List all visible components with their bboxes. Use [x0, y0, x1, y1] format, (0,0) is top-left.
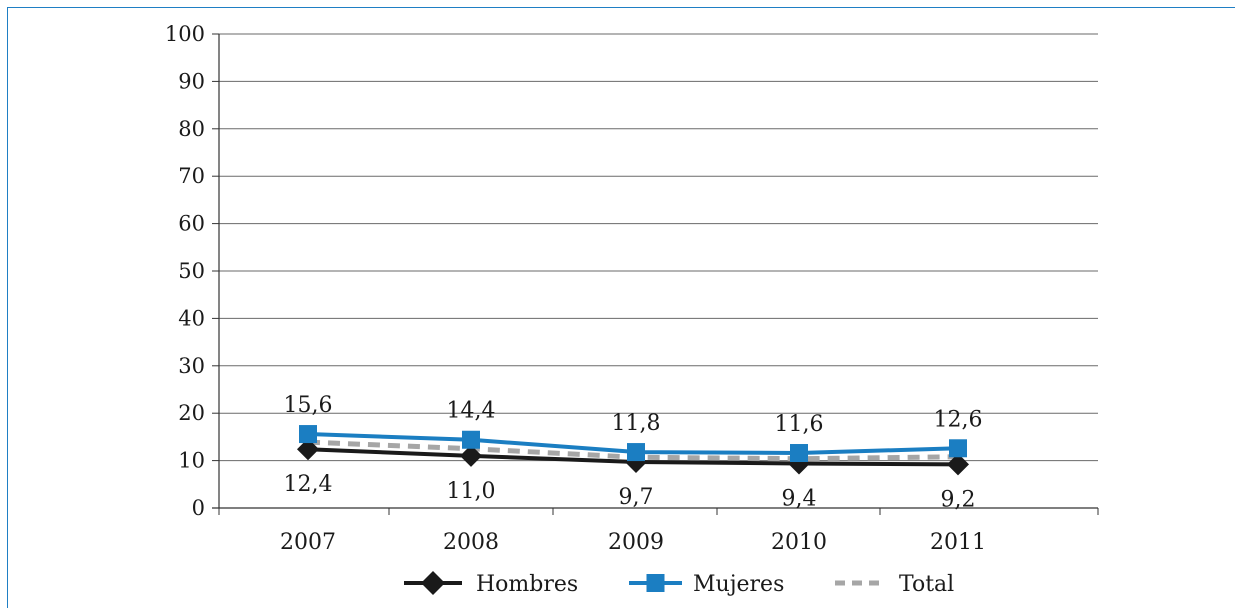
marker-hombres-2008	[460, 444, 482, 467]
legend-marker-hombres	[421, 571, 445, 595]
x-tick-label-2008: 2008	[443, 530, 499, 555]
legend-label-mujeres: Mujeres	[693, 572, 784, 597]
marker-mujeres-2008	[462, 430, 480, 449]
data-label-mujeres-2008: 14,4	[447, 399, 496, 424]
y-tick-label-10: 10	[178, 449, 205, 473]
data-label-hombres-2007: 12,4	[284, 472, 333, 497]
y-tick-label-70: 70	[178, 164, 205, 188]
data-label-mujeres-2011: 12,6	[934, 407, 983, 432]
marker-mujeres-2009	[627, 443, 645, 462]
y-tick-label-40: 40	[178, 306, 205, 330]
y-tick-label-20: 20	[178, 401, 205, 425]
data-label-hombres-2008: 11,0	[447, 479, 496, 504]
legend-label-total: Total	[899, 572, 954, 597]
data-label-hombres-2011: 9,2	[941, 487, 976, 512]
y-tick-label-30: 30	[178, 354, 205, 378]
legend-label-hombres: Hombres	[476, 572, 578, 597]
x-tick-label-2011: 2011	[930, 530, 986, 555]
y-tick-label-90: 90	[178, 69, 205, 93]
data-label-mujeres-2010: 11,6	[775, 412, 824, 437]
y-tick-label-50: 50	[178, 259, 205, 283]
marker-hombres-2011	[947, 453, 969, 476]
data-label-mujeres-2007: 15,6	[284, 393, 333, 418]
x-tick-label-2009: 2009	[608, 530, 664, 555]
data-label-mujeres-2009: 11,8	[612, 411, 661, 436]
x-tick-label-2010: 2010	[771, 530, 827, 555]
data-label-hombres-2010: 9,4	[782, 486, 817, 511]
data-label-hombres-2009: 9,7	[619, 485, 654, 510]
marker-mujeres-2011	[949, 439, 967, 458]
legend-marker-mujeres	[646, 574, 665, 592]
y-tick-label-60: 60	[178, 212, 205, 236]
marker-hombres-2007	[297, 438, 319, 461]
marker-mujeres-2007	[299, 425, 317, 444]
y-tick-label-100: 100	[165, 22, 205, 46]
x-tick-label-2007: 2007	[280, 530, 336, 555]
y-tick-label-0: 0	[192, 496, 205, 520]
y-tick-label-80: 80	[178, 117, 205, 141]
marker-mujeres-2010	[790, 444, 808, 463]
